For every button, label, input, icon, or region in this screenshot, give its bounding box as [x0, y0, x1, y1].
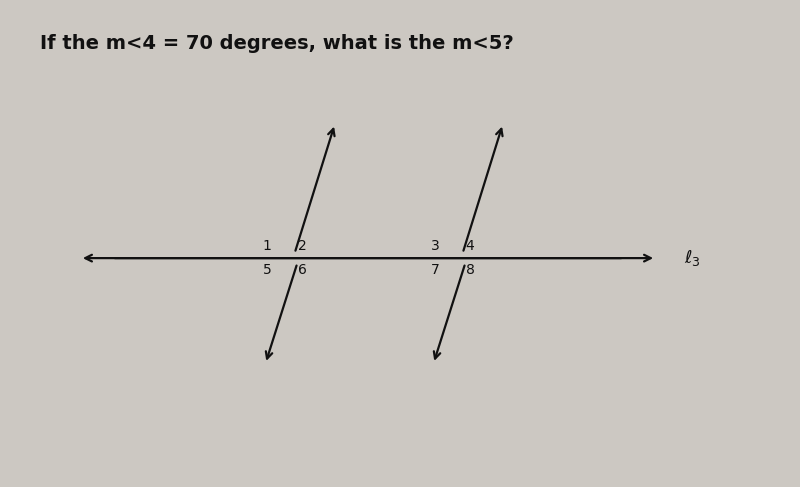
- Text: 7: 7: [430, 263, 439, 278]
- Text: 3: 3: [430, 239, 439, 253]
- Text: 1: 1: [262, 239, 271, 253]
- Text: 4: 4: [466, 239, 474, 253]
- Text: 5: 5: [262, 263, 271, 278]
- Text: $\ell_3$: $\ell_3$: [684, 248, 701, 268]
- Text: 6: 6: [298, 263, 306, 278]
- Text: 2: 2: [298, 239, 306, 253]
- Text: If the m<4 = 70 degrees, what is the m<5?: If the m<4 = 70 degrees, what is the m<5…: [40, 34, 514, 53]
- Text: 8: 8: [466, 263, 474, 278]
